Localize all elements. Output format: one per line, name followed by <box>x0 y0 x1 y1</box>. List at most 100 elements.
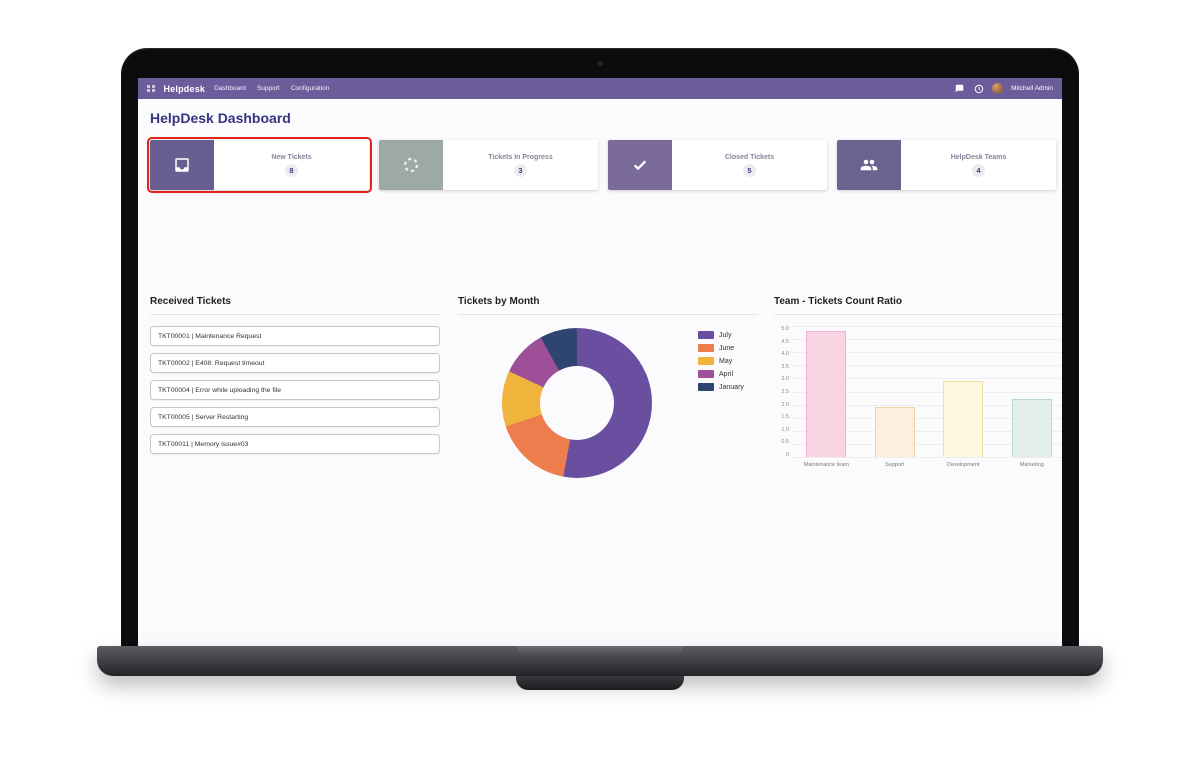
gridline <box>792 457 1062 458</box>
dashboard-content: Received Tickets TKT00001 | Maintenance … <box>138 190 1062 646</box>
x-category-label: Support <box>885 462 905 468</box>
bar-plot <box>792 326 1062 458</box>
kpi-count-badge: 3 <box>514 163 527 177</box>
ticket-item[interactable]: TKT00004 | Error while uploading the fil… <box>150 380 440 400</box>
kpi-body: Tickets In Progress 3 <box>443 140 598 190</box>
legend-item[interactable]: July <box>698 331 744 339</box>
legend-item[interactable]: May <box>698 357 744 365</box>
section-title: Team - Tickets Count Ratio <box>774 296 1062 315</box>
spinner-icon <box>379 140 443 190</box>
apps-grid-icon[interactable] <box>147 84 155 93</box>
bar-support[interactable] <box>874 407 915 457</box>
y-tick-label: 3.5 <box>781 363 789 370</box>
x-category-label: Maintenance team <box>803 462 849 468</box>
kpi-label: HelpDesk Teams <box>950 153 1007 161</box>
x-category-label: Marketing <box>1019 462 1044 468</box>
ticket-item[interactable]: TKT00005 | Server Restarting <box>150 407 440 427</box>
webcam-dot <box>598 61 603 66</box>
bar-development[interactable] <box>943 381 984 457</box>
legend-label: June <box>719 344 735 352</box>
legend-label: January <box>719 383 744 391</box>
y-tick-label: 0.5 <box>781 439 789 446</box>
gridline <box>792 378 1062 380</box>
gridline <box>792 417 1062 419</box>
y-tick-label: 0 <box>785 451 789 458</box>
page-title: HelpDesk Dashboard <box>150 110 291 126</box>
kpi-body: HelpDesk Teams 4 <box>901 140 1056 190</box>
bar-yaxis: 5.0 4.5 4.0 3.5 3.0 2.5 2.0 1.5 1.0 0.5 0 <box>774 326 792 458</box>
legend-item[interactable]: January <box>698 383 744 391</box>
people-icon <box>837 140 901 190</box>
y-tick-label: 1.0 <box>781 426 789 433</box>
bar-marketing[interactable] <box>1011 399 1052 457</box>
menu-item-support[interactable]: Support <box>256 85 280 92</box>
gridline <box>792 365 1062 367</box>
gridline <box>792 443 1062 445</box>
bars <box>792 326 1062 457</box>
donut-wrap: July June May April January <box>458 328 758 478</box>
ticket-list: TKT00001 | Maintenance Request TKT00002 … <box>150 326 440 454</box>
menu-item-dashboard[interactable]: Dashboard <box>214 85 246 92</box>
y-tick-label: 4.5 <box>781 338 789 345</box>
navbar-right: Mitchell Admin <box>954 83 1053 94</box>
ticket-item[interactable]: TKT00011 | Memory issue#03 <box>150 434 440 454</box>
x-category-label: Development <box>947 462 980 468</box>
legend-swatch <box>698 370 714 378</box>
kpi-body: Closed Tickets 5 <box>672 140 827 190</box>
section-tickets-by-month: Tickets by Month July June May April January <box>458 296 758 478</box>
y-tick-label: 1.5 <box>781 414 789 421</box>
chat-bubble-icon[interactable] <box>954 83 965 94</box>
kpi-card-tickets-in-progress[interactable]: Tickets In Progress 3 <box>379 140 598 190</box>
kpi-count-badge: 4 <box>972 163 985 177</box>
kpi-count-badge: 8 <box>285 163 298 177</box>
legend-item[interactable]: April <box>698 370 744 378</box>
laptop-notch <box>517 646 683 657</box>
y-tick-label: 2.5 <box>781 388 789 395</box>
user-avatar <box>992 83 1004 94</box>
bar-maintenance-team[interactable] <box>806 331 847 457</box>
section-received-tickets: Received Tickets TKT00001 | Maintenance … <box>150 296 440 454</box>
kpi-card-helpdesk-teams[interactable]: HelpDesk Teams 4 <box>837 140 1056 190</box>
ticket-item[interactable]: TKT00001 | Maintenance Request <box>150 326 440 346</box>
section-team-tickets-ratio: Team - Tickets Count Ratio 5.0 4.5 4.0 3.5 3… <box>774 296 1062 468</box>
kpi-cards-row: New Tickets 8 Tickets In Progress 3 <box>147 137 1056 193</box>
user-menu[interactable]: Mitchell Admin <box>1011 85 1053 92</box>
kpi-card-new-tickets[interactable]: New Tickets 8 <box>147 137 372 193</box>
kpi-card-closed-tickets[interactable]: Closed Tickets 5 <box>608 140 827 190</box>
legend-item[interactable]: June <box>698 344 744 352</box>
bar-xlabels: Maintenance team Support Development Market… <box>792 462 1062 468</box>
laptop-foot <box>516 676 684 690</box>
app-brand[interactable]: Helpdesk <box>163 83 206 94</box>
y-tick-label: 2.0 <box>781 401 789 408</box>
kpi-body: New Tickets 8 <box>214 140 369 190</box>
check-icon <box>608 140 672 190</box>
main-menu: Dashboard Support Configuration <box>214 85 329 92</box>
donut-legend: July June May April January <box>698 331 744 478</box>
top-navbar: Helpdesk Dashboard Support Configuration… <box>138 78 1062 99</box>
legend-swatch <box>698 357 714 365</box>
screen: Helpdesk Dashboard Support Configuration… <box>138 78 1062 646</box>
kpi-count-badge: 5 <box>743 163 756 177</box>
clock-icon[interactable] <box>973 83 984 94</box>
bar-chart: 5.0 4.5 4.0 3.5 3.0 2.5 2.0 1.5 1.0 0.5 0 <box>774 326 1062 458</box>
ticket-item[interactable]: TKT00002 | E408: Request timeout <box>150 353 440 373</box>
kpi-label: Tickets In Progress <box>488 153 553 161</box>
legend-label: May <box>719 357 733 365</box>
legend-swatch <box>698 331 714 339</box>
gridline <box>792 404 1062 406</box>
laptop-bezel: Helpdesk Dashboard Support Configuration… <box>121 48 1079 646</box>
donut-chart[interactable] <box>502 328 652 478</box>
y-tick-label: 4.0 <box>781 351 789 358</box>
legend-label: April <box>719 370 734 378</box>
y-tick-label: 5.0 <box>781 326 789 332</box>
inbox-icon <box>150 140 214 190</box>
menu-item-configuration[interactable]: Configuration <box>290 85 330 92</box>
laptop-base <box>97 646 1103 676</box>
gridline <box>792 339 1062 341</box>
y-tick-label: 3.0 <box>781 376 789 383</box>
gridline <box>792 391 1062 393</box>
legend-label: July <box>719 331 732 339</box>
section-title: Tickets by Month <box>458 296 758 315</box>
section-title: Received Tickets <box>150 296 440 315</box>
